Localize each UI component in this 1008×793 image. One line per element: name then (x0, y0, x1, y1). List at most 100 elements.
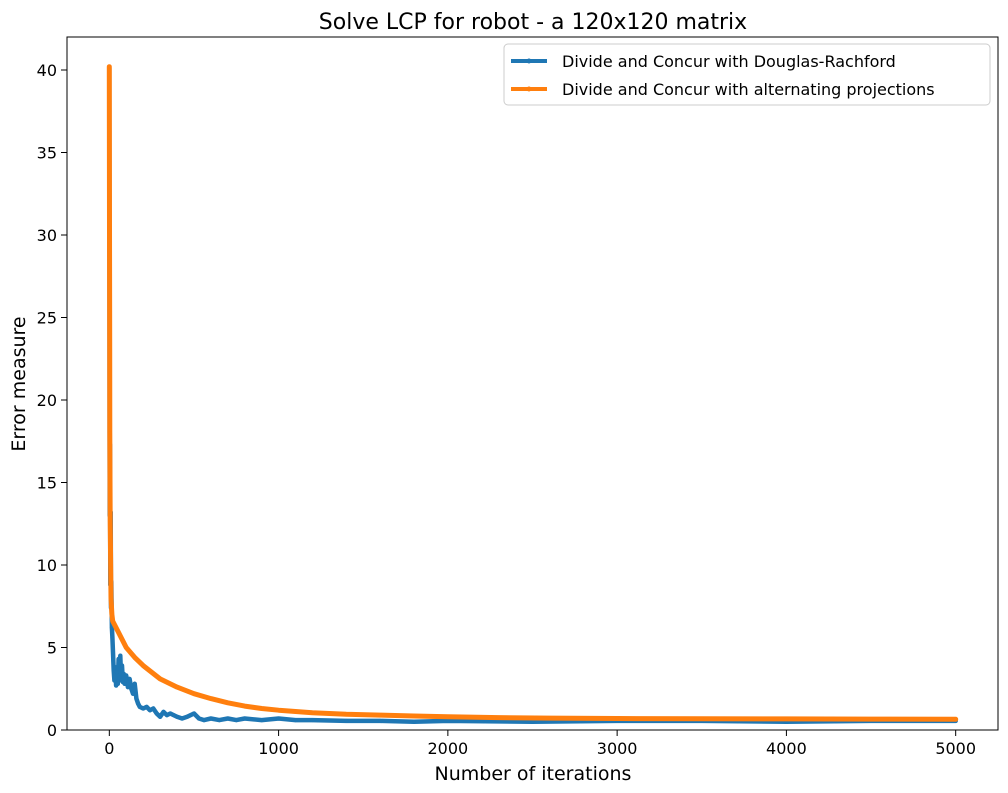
series-1-point-58 (310, 718, 315, 723)
y-tick-label: 35 (37, 144, 57, 163)
series-1-point-24 (124, 673, 129, 678)
series-1-point-36 (151, 706, 156, 711)
y-tick-label: 10 (37, 556, 57, 575)
x-tick-label: 2000 (428, 739, 469, 758)
series-1-point-53 (234, 718, 239, 723)
series-2-point-26 (496, 715, 501, 720)
series-2-point-10 (124, 645, 129, 650)
y-tick-label: 40 (37, 61, 57, 80)
series-2-point-7 (109, 612, 114, 617)
series-2-point-11 (132, 655, 137, 660)
series-2-point-19 (259, 706, 264, 711)
x-tick-label: 1000 (258, 739, 299, 758)
series-1-point-14 (114, 670, 119, 675)
series-1-point-41 (168, 711, 173, 716)
series-1-point-50 (208, 716, 213, 721)
series-2-point-31 (869, 717, 873, 722)
series-2-point-32 (953, 717, 958, 722)
series-2-point-0 (107, 64, 112, 69)
plot-area (67, 37, 998, 730)
series-1-point-28 (131, 691, 135, 696)
series-1-point-47 (192, 711, 196, 716)
series-1-point-44 (180, 716, 185, 721)
series-1-point-61 (412, 719, 416, 724)
series-2-point-13 (158, 676, 163, 681)
x-tick-label: 3000 (597, 739, 638, 758)
series-1-point-63 (530, 719, 535, 724)
legend-label-1: Divide and Concur with Douglas-Rachford (562, 52, 896, 71)
y-tick-label: 30 (37, 226, 57, 245)
series-2-point-17 (225, 700, 230, 705)
series-1-point-8 (110, 635, 115, 640)
chart-title: Solve LCP for robot - a 120x120 matrix (319, 10, 747, 35)
series-1-point-23 (122, 681, 127, 686)
series-1-point-11 (112, 678, 117, 683)
series-1-point-16 (116, 657, 121, 661)
legend-box (503, 43, 991, 106)
series-1-point-18 (118, 653, 123, 658)
series-2-point-16 (208, 696, 213, 701)
series-1-point-29 (132, 681, 137, 686)
y-tick-label: 5 (47, 639, 57, 658)
legend-label-2: Divide and Concur with alternating proje… (562, 80, 935, 99)
series-2-point-29 (699, 716, 704, 721)
y-tick-label: 0 (47, 721, 57, 740)
legend: Divide and Concur with Douglas-Rachford D… (503, 43, 991, 106)
series-1-point-12 (113, 665, 118, 670)
series-2-point-20 (276, 708, 281, 713)
series-2-point-4 (108, 520, 113, 525)
series-2-point-25 (445, 714, 450, 719)
series-1-point-25 (125, 685, 130, 690)
series-1-point-9 (111, 650, 115, 655)
series-1-point-59 (344, 718, 349, 723)
series-1-point-48 (197, 716, 201, 721)
y-tick-label: 15 (37, 474, 57, 493)
series-1-point-55 (259, 718, 264, 723)
series-1-point-42 (171, 713, 176, 718)
series-1-point-10 (111, 668, 116, 673)
series-2-point-27 (547, 716, 552, 721)
series-2-point-3 (107, 431, 112, 435)
series-1-point-56 (276, 716, 281, 721)
series-1-point-31 (136, 701, 141, 706)
series-1-point-27 (129, 686, 134, 691)
series-1-point-37 (154, 711, 159, 716)
y-tick-label: 25 (37, 309, 57, 328)
legend-marker-2 (526, 86, 532, 92)
series-2-point-18 (242, 704, 247, 709)
x-tick-label: 4000 (766, 739, 807, 758)
series-1-point-46 (188, 713, 193, 718)
x-tick-label: 0 (104, 739, 114, 758)
series-2-point-24 (412, 714, 416, 718)
series-1-point-15 (115, 681, 120, 686)
x-axis-title: Number of iterations (435, 763, 632, 785)
series-1-point-45 (185, 714, 190, 719)
series-2-point-5 (108, 566, 113, 571)
series-1-point-17 (117, 675, 122, 680)
series-1-point-38 (158, 714, 163, 719)
legend-marker-1 (526, 58, 532, 64)
series-1-point-33 (141, 706, 146, 711)
series-1-point-52 (225, 716, 230, 721)
series-2-point-22 (344, 712, 349, 717)
series-1-point-20 (120, 663, 124, 668)
y-axis-title: Error measure (8, 316, 30, 451)
series-2-point-1 (107, 226, 112, 231)
series-1-point-40 (164, 713, 169, 718)
series-1-point-32 (137, 704, 142, 709)
series-2-point-14 (175, 685, 179, 690)
series-1-point-60 (378, 718, 383, 723)
series-lines (106, 64, 959, 725)
series-1-point-62 (445, 718, 450, 723)
y-tick-label: 20 (37, 391, 57, 410)
series-1-point-26 (127, 676, 132, 681)
series-2-point-15 (192, 691, 196, 696)
axes-spines (66, 36, 999, 731)
series-2-point-6 (109, 596, 113, 600)
series-1-point-54 (242, 716, 247, 721)
series-1-point-39 (161, 709, 166, 714)
plot-frame (67, 37, 998, 730)
series-1-point-51 (217, 718, 222, 723)
series-1-point-30 (134, 696, 139, 701)
